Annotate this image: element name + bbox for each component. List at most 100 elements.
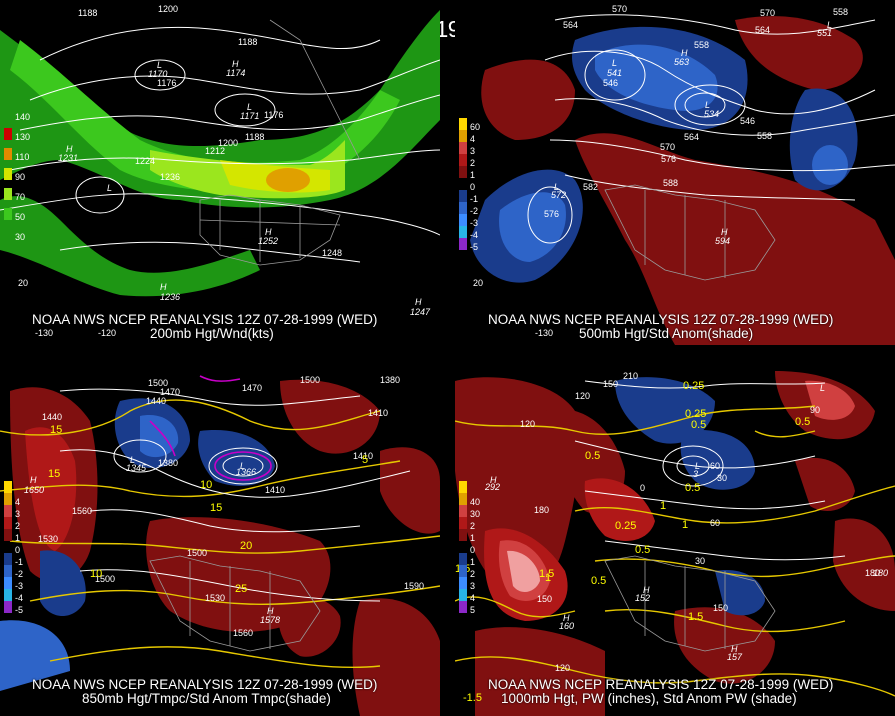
pressure-center: H xyxy=(681,48,688,58)
legend-label: -2 xyxy=(15,569,24,579)
pressure-center: H xyxy=(563,613,570,623)
legend-label: 0 xyxy=(15,545,21,555)
contour-label: 546 xyxy=(603,78,618,88)
contour-label: 1176 xyxy=(264,110,283,120)
pressure-center: H xyxy=(265,227,272,237)
contour-label: 1530 xyxy=(205,593,225,603)
legend-label: 1 xyxy=(470,533,476,543)
center-value: 157 xyxy=(727,652,743,662)
pw-label: 0.5 xyxy=(691,419,706,431)
contour-label: 60 xyxy=(710,518,720,528)
contour-label: 210 xyxy=(623,371,638,381)
center-value: 1236 xyxy=(160,292,180,302)
pw-label: 1 xyxy=(660,500,666,512)
legend-label: -1 xyxy=(470,194,479,204)
contour-label: 558 xyxy=(757,131,772,141)
legend-swatch xyxy=(459,577,467,589)
pressure-center: H xyxy=(731,644,738,654)
temperature-label: 20 xyxy=(240,540,252,552)
temperature-label: 10 xyxy=(90,568,102,580)
pressure-center: H xyxy=(232,59,239,69)
legend-label: 30 xyxy=(470,509,481,519)
legend-swatch xyxy=(4,565,12,577)
legend-label: -4 xyxy=(470,230,479,240)
legend-swatch xyxy=(4,577,12,589)
legend-label: 30 xyxy=(15,232,26,242)
center-value: 594 xyxy=(715,236,730,246)
legend-swatch xyxy=(459,553,467,565)
center-value: 1345 xyxy=(126,463,147,473)
contour-label: 1590 xyxy=(404,581,424,591)
legend-swatch xyxy=(459,154,467,166)
contour-label: 1224 xyxy=(135,156,155,166)
legend-label: 110 xyxy=(15,152,30,162)
temperature-label: 15 xyxy=(210,502,222,514)
legend-label: 90 xyxy=(15,172,26,182)
legend-label: 1 xyxy=(470,170,476,180)
legend-swatch xyxy=(4,601,12,613)
legend-swatch xyxy=(459,214,467,226)
longitude-label: 20 xyxy=(473,278,483,288)
legend-swatch xyxy=(459,238,467,250)
contour-label: 1380 xyxy=(158,458,178,468)
panel-caption: NOAA NWS NCEP REANALYSIS 12Z 07-28-1999 … xyxy=(488,677,834,692)
center-value: 563 xyxy=(674,57,689,67)
legend-swatch xyxy=(459,190,467,202)
contour-label: 1410 xyxy=(368,408,388,418)
contour-label: 546 xyxy=(740,116,755,126)
contour-label: 1440 xyxy=(146,396,166,406)
legend-swatch xyxy=(459,529,467,541)
panel-subcaption: 200mb Hgt/Wnd(kts) xyxy=(150,326,274,341)
legend-swatch xyxy=(459,505,467,517)
pw-label: 0.25 xyxy=(683,380,704,392)
longitude-label: -130 xyxy=(535,328,553,338)
legend-label: 1 xyxy=(15,533,21,543)
temperature-label: 15 xyxy=(50,424,62,436)
map-200mb: 1188 1200 1176 1188 1176 1212 1188 1200 … xyxy=(0,4,440,338)
legend-swatch xyxy=(4,505,12,517)
legend-label: -3 xyxy=(470,218,479,228)
temperature-label: 25 xyxy=(235,583,247,595)
legend-swatch xyxy=(459,589,467,601)
legend-label: -5 xyxy=(15,605,24,615)
panel-200mb: 1188 1200 1176 1188 1176 1212 1188 1200 … xyxy=(0,0,440,345)
legend-label: 3 xyxy=(470,581,476,591)
legend-label: 2 xyxy=(470,521,476,531)
pw-label: 0.5 xyxy=(685,482,700,494)
contour-label: 150 xyxy=(713,603,728,613)
contour-label: 90 xyxy=(810,405,820,415)
pressure-center: L xyxy=(827,20,832,30)
pw-label: 0.5 xyxy=(635,544,650,556)
contour-label: 582 xyxy=(583,182,598,192)
legend-label: -3 xyxy=(15,581,24,591)
map-500mb: 570 564 570 558 564 558 546 546 558 564 … xyxy=(470,4,895,345)
legend-label: 5 xyxy=(470,605,476,615)
pw-label: 1.5 xyxy=(539,568,554,580)
center-value: 1171 xyxy=(240,111,259,121)
legend-swatch xyxy=(459,142,467,154)
legend-swatch xyxy=(4,529,12,541)
legend-swatch xyxy=(459,601,467,613)
contour-label: 1440 xyxy=(42,412,62,422)
center-value: 1174 xyxy=(226,68,245,78)
pressure-center: H xyxy=(643,585,650,595)
legend-swatch xyxy=(459,118,467,130)
contour-label: 150 xyxy=(537,594,552,604)
center-value: 1252 xyxy=(258,236,278,246)
center-value: 1231 xyxy=(58,153,78,163)
pw-label: 0.25 xyxy=(615,520,636,532)
contour-label: 1560 xyxy=(72,506,92,516)
center-value: 1650 xyxy=(24,485,44,495)
contour-label: 60 xyxy=(710,461,720,471)
pw-label: 0.5 xyxy=(591,575,606,587)
pressure-center: L xyxy=(554,182,559,192)
legend-swatch xyxy=(459,130,467,142)
center-value: 1170 xyxy=(148,69,167,79)
contour-label: 1200 xyxy=(218,138,238,148)
contour-label: 1500 xyxy=(300,375,320,385)
legend-label: 0 xyxy=(470,182,476,192)
legend-swatch xyxy=(4,493,12,505)
legend-swatch xyxy=(4,148,12,160)
pw-label: 1.5 xyxy=(688,611,703,623)
legend-label: -1 xyxy=(15,557,24,567)
